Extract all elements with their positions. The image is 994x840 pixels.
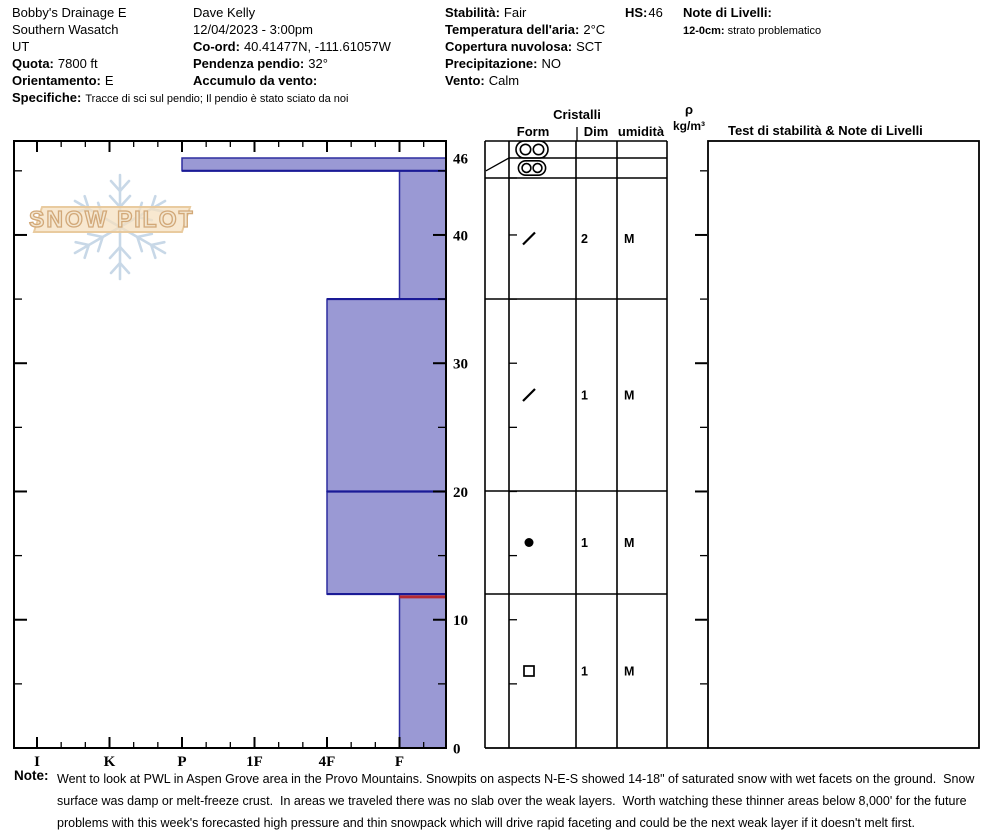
sky-cover-line: Copertura nuvolosa: SCT [445, 39, 603, 54]
stability-tests-box [707, 140, 980, 749]
depth-label-30: 30 [453, 357, 468, 373]
snowpilot-logo: SNOW PILOT [29, 168, 205, 283]
wind-loading-line: Accumulo da vento: [193, 73, 318, 88]
elevation-line: Quota: 7800 ft [12, 56, 98, 71]
grain-symbol-melt-freeze-crust [515, 140, 549, 159]
depth-label-0: 0 [453, 742, 461, 758]
grain-symbol-facets [523, 665, 535, 677]
pit-name: Bobby's Drainage E [12, 5, 127, 20]
moisture-value: M [624, 232, 634, 246]
hardness-label-F: F [395, 754, 404, 770]
datetime: 12/04/2023 - 3:00pm [193, 22, 313, 37]
hardness-bar-layer-1 [398, 593, 447, 749]
aspect-line: Orientamento: E [12, 73, 114, 88]
coordinates-line: Co-ord: 40.41477N, -111.61057W [193, 39, 391, 54]
chart-frame [13, 140, 447, 749]
comments-line: Specifiche: Tracce di sci sul pendio; Il … [12, 90, 349, 105]
layer-notes-block: Note di Livelli: 12-0cm: strato problemat… [683, 4, 821, 39]
column-header-density-symbol: ρ [684, 102, 694, 117]
thin-layer-connector [485, 157, 510, 172]
depth-label-46: 46 [453, 152, 469, 168]
hardness-label-I: I [34, 754, 40, 770]
column-header-dim: Dim [583, 124, 609, 139]
grain-size-value: 2 [581, 232, 588, 246]
hardness-bar-layer-5 [181, 157, 447, 172]
column-header-cristalli: Cristalli [553, 107, 601, 122]
hardness-label-K: K [104, 754, 116, 770]
depth-label-10: 10 [453, 613, 468, 629]
column-header-density-unit: kg/m³ [672, 119, 705, 133]
depth-label-20: 20 [453, 485, 468, 501]
grain-symbol-melt-freeze-crust [532, 162, 543, 174]
hardness-label-4F: 4F [319, 754, 336, 770]
header-observer-block: Dave Kelly 12/04/2023 - 3:00pm Co-ord: 40… [193, 4, 391, 89]
grain-symbol-melt-freeze-crust [532, 143, 545, 156]
hardness-label-1F: 1F [246, 754, 263, 770]
grain-size-value: 1 [581, 665, 588, 679]
column-header-form: Form [516, 124, 550, 139]
region: Southern Wasatch [12, 22, 119, 37]
grain-symbol-decomposing-fragments [522, 231, 536, 246]
hardness-bar-layer-3 [326, 298, 447, 493]
moisture-value: M [624, 665, 634, 679]
grain-symbol-decomposing-fragments [522, 388, 536, 402]
observer: Dave Kelly [193, 5, 256, 20]
header-location-block: Bobby's Drainage E Southern Wasatch UT Q… [12, 4, 349, 108]
air-temp-line: Temperatura dell'aria: 2°C [445, 22, 606, 37]
grain-symbol-melt-freeze-crust [521, 162, 532, 174]
grain-size-value: 1 [581, 389, 588, 403]
column-header-tests: Test di stabilità & Note di Livelli [728, 123, 923, 138]
note-label: Note: [14, 768, 49, 783]
layer-note-entry: 12-0cm: strato problematico [683, 25, 822, 37]
hardness-label-P: P [177, 754, 186, 770]
moisture-value: M [624, 536, 634, 550]
note-text: Went to look at PWL in Aspen Grove area … [57, 772, 975, 830]
grain-symbol-melt-freeze-crust [517, 159, 547, 177]
hardness-bar-layer-2 [326, 490, 447, 595]
precipitation-line: Precipitazione: NO [445, 56, 561, 71]
header-conditions-block: Stabilità: Fair Temperatura dell'aria: 2°C… [445, 4, 605, 89]
stability-line: Stabilità: Fair [445, 5, 527, 20]
wind-line: Vento: Calm [445, 73, 520, 88]
moisture-value: M [624, 389, 634, 403]
column-header-moisture: umidità [617, 124, 665, 139]
grain-symbol-melt-freeze-crust [519, 143, 532, 156]
grain-symbol-rounded-grains [524, 538, 534, 547]
slope-angle-line: Pendenza pendio: 32° [193, 56, 328, 71]
layer-notes-title: Note di Livelli: [683, 5, 772, 20]
depth-label-40: 40 [453, 228, 468, 244]
grain-size-value: 1 [581, 536, 588, 550]
pit-note: Note: Went to look at PWL in Aspen Grove… [14, 768, 986, 834]
state: UT [12, 39, 30, 54]
snow-height-line: HS:46 [625, 5, 663, 20]
